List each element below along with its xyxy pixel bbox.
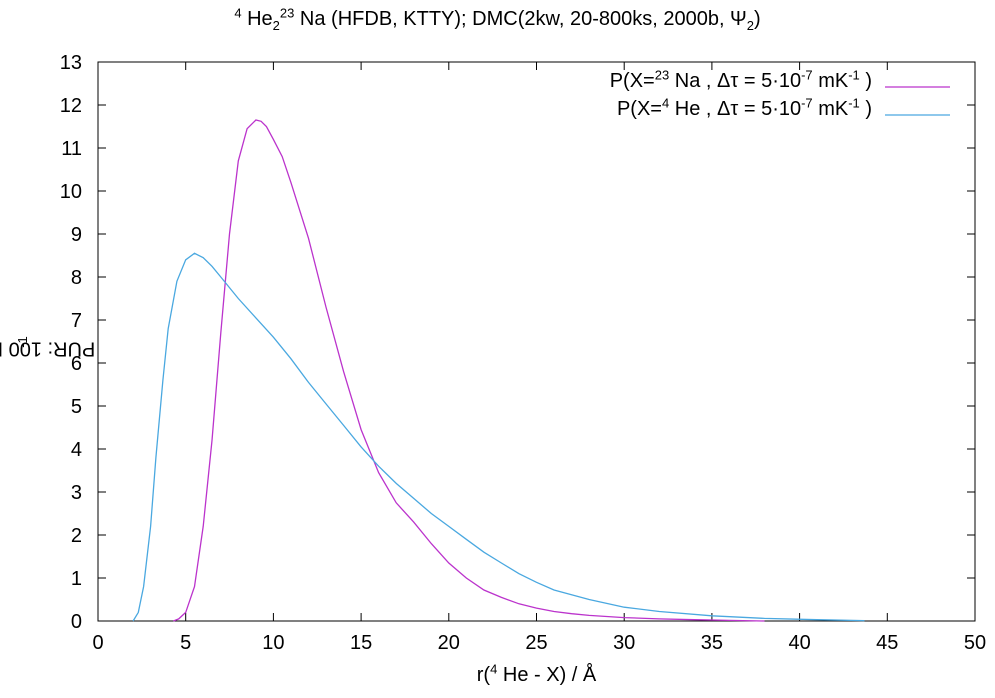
- x-axis-label: r(4 He - X) / Å: [476, 661, 597, 686]
- y-tick-label: 3: [71, 482, 82, 504]
- y-tick-label: 2: [71, 525, 82, 547]
- y-tick-label: 5: [71, 396, 82, 418]
- legend-entry-he: P(X=4 He , Δτ = 5·10-7 mK-1 ): [616, 95, 872, 120]
- y-tick-label: 4: [71, 439, 82, 461]
- series-lines: [132, 119, 865, 622]
- x-tick-label: 40: [788, 632, 810, 654]
- x-tick-label: 50: [964, 632, 986, 654]
- legend-samples: [885, 86, 950, 116]
- x-tick-label: 25: [525, 632, 547, 654]
- series-line-1: [132, 252, 865, 622]
- x-tick-label: 45: [876, 632, 898, 654]
- x-tick-label: 10: [262, 632, 284, 654]
- legend-entry-na: P(X=23 Na , Δτ = 5·10-7 mK-1 ): [609, 67, 872, 92]
- y-tick-label: 13: [60, 52, 82, 74]
- y-tick-label: 6: [71, 353, 82, 375]
- y-tick-label: 8: [71, 267, 82, 289]
- x-tick-label: 20: [438, 632, 460, 654]
- x-tick-label: 5: [180, 632, 191, 654]
- plot-frame: [97, 61, 976, 622]
- y-tick-label: 9: [71, 224, 82, 246]
- x-tick-label: 35: [701, 632, 723, 654]
- y-tick-label: 0: [71, 611, 82, 633]
- y-tick-label: 12: [60, 95, 82, 117]
- x-tick-label: 30: [613, 632, 635, 654]
- x-tick-label: 15: [350, 632, 372, 654]
- y-tick-label: 7: [71, 310, 82, 332]
- y-tick-label: 1: [71, 568, 82, 590]
- y-tick-label: 10: [60, 181, 82, 203]
- chart-title: 4 He223 Na (HFDB, KTTY); DMC(2kw, 20-800…: [234, 5, 761, 33]
- y-tick-label: 11: [61, 138, 82, 160]
- series-line-0: [173, 119, 765, 622]
- x-tick-label: 0: [92, 632, 103, 654]
